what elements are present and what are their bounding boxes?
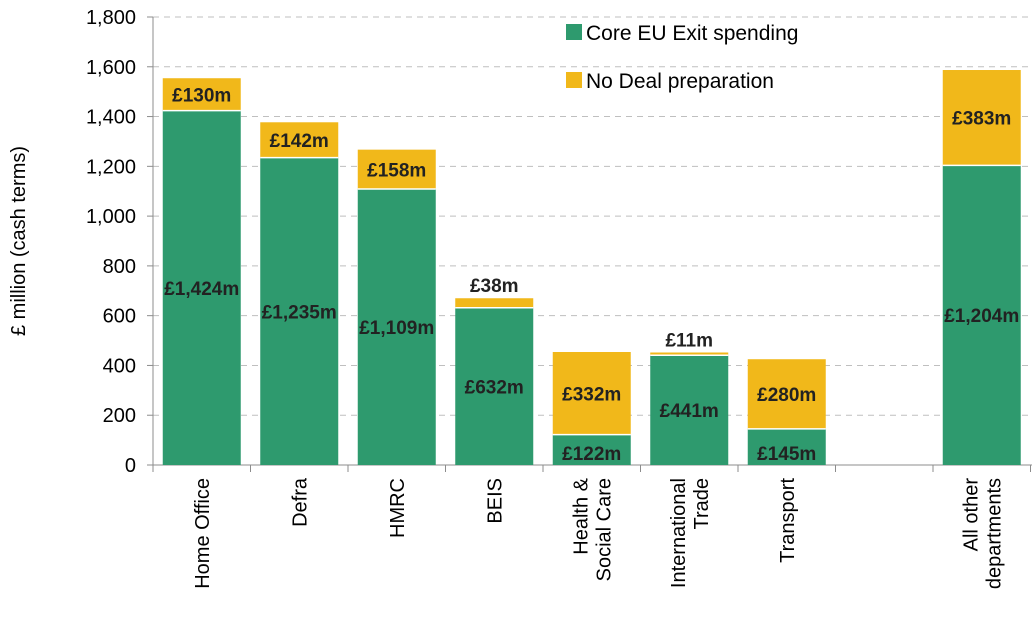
legend-swatch [566,72,582,88]
legend-swatch [566,24,582,40]
data-label-core: £632m [465,377,524,398]
bar-core-eu-exit [260,157,339,465]
data-label-no-deal: £130m [172,85,231,106]
bar-no-deal-preparation [650,352,729,356]
data-label-no-deal: £332m [562,384,621,405]
bar-no-deal-preparation [357,149,436,189]
data-label-no-deal: £11m [665,331,713,352]
x-tick-label: Trade [691,478,713,530]
bar-core-eu-exit [942,165,1021,466]
bar-core-eu-exit [357,188,436,465]
y-tick-label: 1,600 [86,57,136,79]
bar-core-eu-exit [747,428,826,465]
data-label-core: £145m [757,444,816,465]
bar-core-eu-exit [650,355,729,465]
axes: 0 200 400 600 800 1,000 1,200 1,400 1,600 1,800 Ho… [86,7,1032,589]
data-label-no-deal: £38m [470,276,519,297]
data-label-no-deal: £142m [270,131,329,152]
legend-label: No Deal preparation [586,70,774,93]
y-tick-label: 800 [103,256,136,278]
y-tick-label: 200 [103,405,136,427]
bar-no-deal-preparation [747,359,826,429]
data-label-no-deal: £383m [952,109,1011,130]
x-tick-label: All other [960,478,982,552]
x-tick-label: BEIS [484,478,506,524]
bar-core-eu-exit [455,307,534,465]
x-tick-label: Transport [777,478,799,563]
x-tick-label: Social Care [593,478,615,581]
x-tick-label: International [668,478,690,588]
x-tick-label: Health & [570,477,592,554]
y-tick-label: 1,800 [86,7,136,29]
y-tick-label: 1,400 [86,107,136,129]
y-tick-label: 400 [103,355,136,377]
x-tick-label: Home Office [192,478,214,589]
bar-no-deal-preparation [260,122,339,158]
data-label-no-deal: £280m [757,385,816,406]
y-tick-label: 1,200 [86,156,136,178]
bar-no-deal-preparation [552,352,631,435]
y-tick-label: 1,000 [86,206,136,228]
bar-core-eu-exit [162,110,241,466]
x-tick-label: Defra [289,477,311,527]
data-labels: £1,424m £130m £1,235m £142m £1,109m £158m £632… [164,85,1019,465]
data-label-core: £1,235m [262,302,337,323]
data-label-core: £1,204m [944,306,1019,327]
bars [162,70,1021,466]
bar-no-deal-preparation [455,298,534,308]
data-label-core: £1,109m [359,318,434,339]
y-tick-label: 0 [125,455,136,477]
bar-no-deal-preparation [162,78,241,111]
bar-core-eu-exit [552,434,631,465]
data-label-no-deal: £158m [367,160,426,181]
data-label-core: £1,424m [164,279,239,300]
x-tick-label: HMRC [387,478,409,538]
y-tick-label: 600 [103,306,136,328]
x-tick-label: departments [983,478,1005,589]
bar-no-deal-preparation [942,70,1021,166]
y-axis-title: £ million (cash terms) [8,146,30,336]
legend-label: Core EU Exit spending [586,22,798,45]
legend: Core EU Exit spending No Deal preparation [566,22,798,93]
data-label-core: £122m [562,444,621,465]
data-label-core: £441m [660,401,719,422]
